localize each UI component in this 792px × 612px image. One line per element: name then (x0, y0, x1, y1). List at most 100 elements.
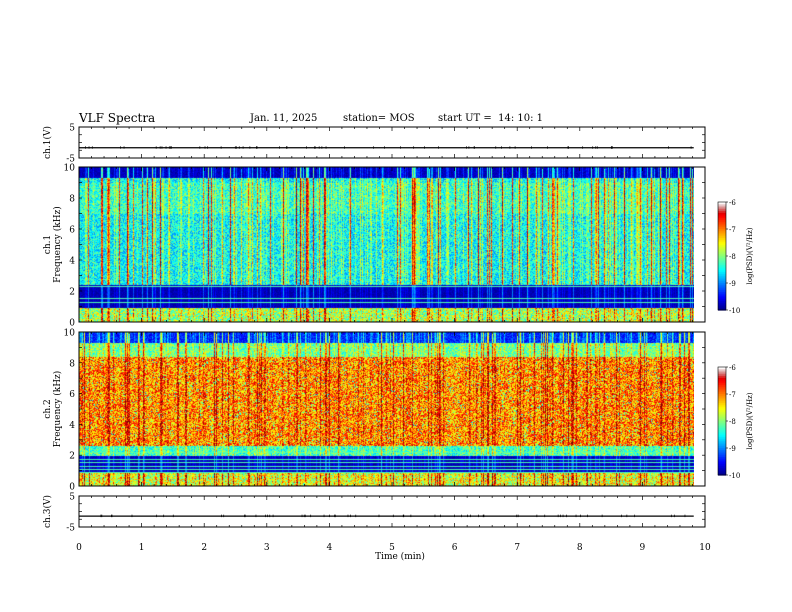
y-axis-label: ch.2 (43, 399, 53, 418)
x-tick-label: 10 (699, 543, 711, 553)
colorbar-segment (718, 406, 726, 409)
colorbar-tick-label: -8 (729, 418, 736, 426)
colorbar-segment (718, 212, 726, 216)
spectrogram-image-ch1 (79, 167, 694, 322)
colorbar-segment (718, 272, 726, 275)
colorbar-tick-label: -9 (729, 445, 736, 453)
colorbar-segment (718, 297, 726, 300)
colorbar-segment (718, 457, 726, 460)
colorbar-segment (718, 221, 726, 225)
colorbar-segment (718, 376, 726, 379)
y-axis-label: ch.3(V) (42, 495, 53, 528)
colorbar-segment (718, 410, 726, 413)
colorbar-segment (718, 379, 726, 382)
x-tick-label: 8 (577, 543, 583, 553)
colorbar-label: log(PSD)(V²/Hz) (746, 227, 754, 284)
x-tick-label: 1 (139, 543, 145, 553)
colorbar-segment (718, 275, 726, 279)
panel-frame-ch3-voltage (78, 495, 706, 528)
colorbar-segment (718, 417, 726, 420)
colorbar-segment (718, 421, 726, 424)
colorbar-segment (718, 268, 726, 271)
colorbar-segment (718, 239, 726, 243)
y-tick-label: 2 (69, 452, 75, 462)
colorbar-segment (718, 223, 726, 226)
colorbar-segment (718, 424, 726, 427)
colorbar-segment (718, 442, 726, 445)
colorbar-segment (718, 383, 726, 386)
colorbar-segment (718, 440, 726, 444)
colorbar-segment (718, 288, 726, 291)
colorbar-tick-label: -6 (729, 199, 736, 207)
colorbar-label: log(PSD)(V²/Hz) (746, 392, 754, 449)
x-tick-label: 9 (640, 543, 646, 553)
colorbar-segment (718, 377, 726, 381)
colorbar-segment (718, 388, 726, 391)
colorbar-segment (718, 473, 726, 476)
colorbar-segment (718, 374, 726, 377)
y-tick-label: 0 (69, 319, 75, 329)
colorbar-segment (718, 247, 726, 250)
colorbar-segment (718, 370, 726, 373)
colorbar-segment (718, 281, 726, 284)
colorbar-segment (718, 385, 726, 388)
colorbar-segment (718, 306, 726, 309)
colorbar-segment (718, 397, 726, 400)
colorbar-segment (718, 430, 726, 433)
colorbar-segment (718, 218, 726, 221)
x-tick-label: 5 (389, 543, 395, 553)
colorbar-segment (718, 220, 726, 223)
colorbar-segment (718, 419, 726, 422)
colorbar-segment (718, 299, 726, 302)
colorbar-tick-label: -7 (729, 391, 736, 399)
colorbar-segment (718, 433, 726, 436)
colorbar-segment (718, 467, 726, 471)
y-tick-label: 6 (69, 390, 75, 400)
colorbar-segment (718, 401, 726, 404)
colorbar-segment (718, 394, 726, 397)
colorbar-segment (718, 381, 726, 384)
colorbar-segment (718, 263, 726, 266)
y-tick-label: 0 (69, 483, 75, 493)
y-tick-label: 4 (69, 421, 75, 431)
colorbar-segment (718, 426, 726, 429)
colorbar-segment (718, 368, 726, 372)
panel-frame-ch1-voltage (78, 126, 706, 159)
colorbar-segment (718, 460, 726, 463)
start-time-label: start UT = 14: 10: 1 (438, 113, 544, 124)
colorbar-tick-label: -7 (729, 226, 736, 234)
colorbar-segment (718, 216, 726, 219)
colorbar-segment (718, 372, 726, 375)
colorbar-segment (718, 261, 726, 264)
colorbar-segment (718, 234, 726, 237)
x-tick-label: 7 (514, 543, 520, 553)
x-tick-label: 2 (201, 543, 207, 553)
colorbar-segment (718, 292, 726, 295)
colorbar-segment (718, 304, 726, 307)
x-axis-label: Time (min) (375, 551, 425, 562)
colorbar-segment (718, 295, 726, 298)
colorbar-segment (718, 471, 726, 474)
colorbar-ch1-spectrogram (717, 201, 728, 311)
colorbar-segment (718, 466, 726, 469)
y-axis-label: Frequency (kHz) (52, 206, 63, 283)
y-tick-label: 6 (69, 226, 75, 236)
colorbar-segment (718, 238, 726, 241)
colorbar-segment (718, 205, 726, 208)
colorbar-segment (718, 227, 726, 230)
colorbar-segment (718, 408, 726, 411)
colorbar-segment (718, 301, 726, 304)
colorbar-segment (718, 437, 726, 440)
colorbar-segment (718, 293, 726, 297)
x-tick-label: 4 (327, 543, 333, 553)
colorbar-segment (718, 214, 726, 217)
colorbar-segment (718, 274, 726, 277)
colorbar-segment (718, 265, 726, 268)
colorbar-segment (718, 413, 726, 417)
colorbar-segment (718, 266, 726, 270)
colorbar-segment (718, 245, 726, 248)
x-tick-label: 0 (76, 543, 82, 553)
x-tick-label: 3 (264, 543, 270, 553)
colorbar-segment (718, 229, 726, 232)
colorbar-segment (718, 404, 726, 408)
